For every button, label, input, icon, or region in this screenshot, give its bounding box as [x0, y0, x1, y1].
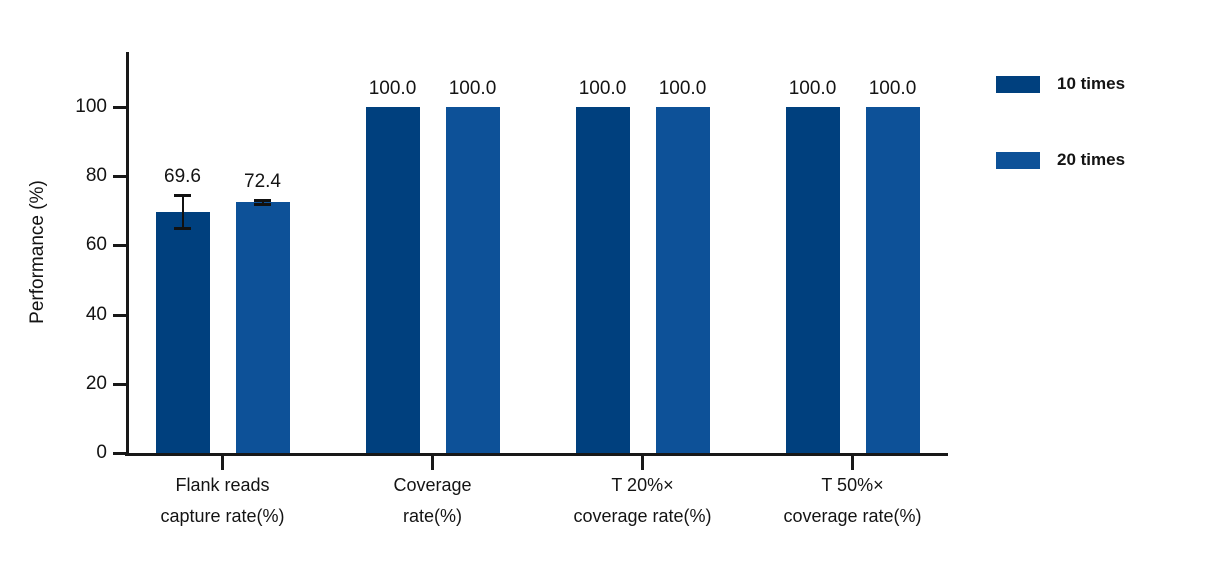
x-category-label-line: T 20%× [611, 475, 674, 495]
legend-label: 20 times [1057, 150, 1126, 169]
bar-value-label: 69.6 [164, 166, 201, 188]
x-axis-line [125, 453, 948, 456]
error-bar-stem [181, 195, 184, 230]
y-axis-tick [113, 106, 126, 109]
legend-swatch [996, 152, 1040, 169]
y-tick-label: 20 [85, 372, 107, 394]
bar-value-label: 100.0 [658, 78, 707, 99]
x-axis-tick [641, 456, 644, 470]
legend-label: 10 times [1057, 74, 1126, 93]
bar [785, 107, 840, 453]
y-axis-tick [113, 244, 126, 248]
x-category-label: T 50%× coverage rate(%) [738, 470, 968, 532]
x-category-label-line: capture rate(%) [160, 506, 285, 526]
y-tick-label: 80 [85, 165, 107, 187]
bar [655, 107, 710, 453]
x-category-label-line: Flank reads [175, 475, 270, 495]
error-bar-stem [261, 200, 264, 205]
bar-value-label: 100.0 [368, 78, 417, 99]
x-category-label-line: coverage rate(%) [573, 506, 712, 526]
bar [445, 107, 500, 453]
legend-swatch [996, 76, 1040, 93]
x-axis-tick [431, 456, 434, 470]
bar-value-label: 100.0 [448, 78, 497, 99]
bar-value-label: 72.4 [244, 171, 281, 193]
y-tick-label: 0 [96, 442, 107, 463]
x-category-label: T 20%× coverage rate(%) [528, 470, 758, 532]
error-bar-cap-top [174, 194, 191, 198]
bar [235, 202, 290, 453]
x-category-label: Flank reads capture rate(%) [108, 470, 338, 532]
bar [365, 107, 420, 453]
x-category-label-line: T 50%× [821, 475, 884, 495]
y-tick-label: 40 [85, 303, 107, 325]
y-tick-label: 100 [75, 96, 107, 117]
bar [865, 107, 920, 453]
x-category-label-line: rate(%) [402, 506, 462, 526]
y-axis-line [126, 52, 129, 456]
x-category-label-line: Coverage [393, 475, 472, 495]
x-axis-tick [851, 456, 854, 470]
y-axis-tick [113, 313, 126, 317]
error-bar-cap-bottom [174, 227, 191, 231]
bar-value-label: 100.0 [788, 78, 837, 99]
error-bar-cap-bottom [254, 202, 271, 206]
y-tick-label: 60 [85, 234, 107, 256]
y-axis-tick [113, 175, 126, 179]
bar-value-label: 100.0 [578, 78, 627, 99]
y-axis-tick [113, 382, 126, 386]
x-category-label: Coverage rate(%) [318, 470, 548, 532]
bar [155, 212, 210, 453]
x-axis-tick [221, 456, 224, 470]
error-bar-cap-top [254, 199, 271, 203]
bar-value-label: 100.0 [868, 78, 917, 99]
x-category-label-line: coverage rate(%) [783, 506, 922, 526]
y-axis-tick [113, 452, 126, 455]
bar [575, 107, 630, 453]
